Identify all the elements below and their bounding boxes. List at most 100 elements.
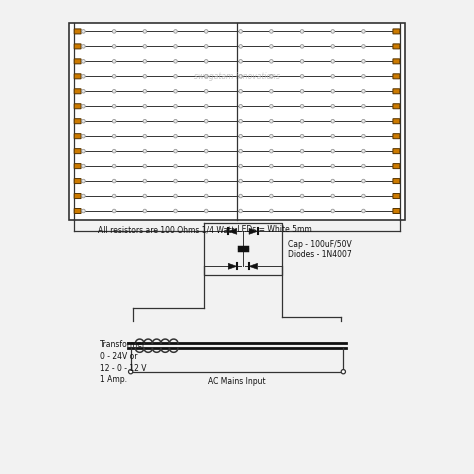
Circle shape	[300, 194, 304, 198]
Circle shape	[300, 104, 304, 108]
FancyBboxPatch shape	[74, 59, 81, 64]
Circle shape	[270, 90, 272, 91]
Circle shape	[331, 60, 335, 63]
Circle shape	[112, 135, 116, 138]
Circle shape	[363, 210, 364, 211]
Circle shape	[143, 90, 146, 93]
Circle shape	[362, 104, 365, 108]
Circle shape	[363, 150, 364, 151]
Circle shape	[239, 74, 243, 78]
Circle shape	[204, 74, 208, 78]
Circle shape	[300, 164, 304, 168]
Circle shape	[240, 105, 241, 107]
Circle shape	[204, 179, 208, 183]
Circle shape	[332, 90, 333, 91]
Circle shape	[205, 75, 207, 77]
Circle shape	[82, 164, 85, 168]
Circle shape	[331, 149, 335, 153]
Circle shape	[300, 29, 304, 33]
Circle shape	[239, 29, 243, 33]
Circle shape	[204, 119, 208, 123]
Circle shape	[143, 179, 146, 183]
Circle shape	[300, 179, 304, 183]
Circle shape	[300, 90, 304, 93]
Circle shape	[270, 104, 273, 108]
Circle shape	[112, 90, 116, 93]
Circle shape	[363, 30, 364, 32]
Circle shape	[331, 135, 335, 138]
Circle shape	[204, 149, 208, 153]
Circle shape	[82, 210, 84, 211]
Circle shape	[144, 120, 145, 121]
Circle shape	[205, 30, 207, 32]
Circle shape	[239, 194, 243, 198]
Circle shape	[82, 105, 84, 107]
Circle shape	[300, 45, 304, 48]
Circle shape	[82, 135, 84, 137]
Circle shape	[332, 180, 333, 182]
Circle shape	[143, 74, 146, 78]
Circle shape	[362, 29, 365, 33]
Circle shape	[204, 209, 208, 213]
Circle shape	[112, 60, 116, 63]
Circle shape	[205, 135, 207, 137]
Text: swagatam innovations: swagatam innovations	[194, 72, 280, 81]
Circle shape	[113, 150, 114, 151]
Circle shape	[270, 30, 272, 32]
Circle shape	[143, 209, 146, 213]
FancyBboxPatch shape	[393, 104, 400, 109]
Circle shape	[301, 120, 302, 121]
Circle shape	[300, 149, 304, 153]
FancyBboxPatch shape	[393, 179, 400, 183]
Circle shape	[174, 74, 177, 78]
Text: Transformer
0 - 24V or
12 - 0 - 12 V
1 Amp.: Transformer 0 - 24V or 12 - 0 - 12 V 1 A…	[100, 340, 146, 384]
Polygon shape	[249, 264, 257, 269]
Polygon shape	[228, 264, 237, 269]
Circle shape	[240, 75, 241, 77]
Circle shape	[270, 119, 273, 123]
Circle shape	[362, 209, 365, 213]
Circle shape	[205, 165, 207, 166]
Circle shape	[143, 194, 146, 198]
Circle shape	[174, 209, 177, 213]
Circle shape	[82, 74, 85, 78]
FancyBboxPatch shape	[74, 164, 81, 169]
Circle shape	[144, 60, 145, 62]
Circle shape	[143, 104, 146, 108]
Circle shape	[205, 150, 207, 151]
Circle shape	[301, 210, 302, 211]
Circle shape	[300, 209, 304, 213]
Circle shape	[204, 60, 208, 63]
Circle shape	[331, 45, 335, 48]
Circle shape	[270, 105, 272, 107]
Circle shape	[112, 164, 116, 168]
Circle shape	[270, 75, 272, 77]
Circle shape	[205, 90, 207, 91]
FancyBboxPatch shape	[74, 29, 81, 34]
Circle shape	[300, 60, 304, 63]
Circle shape	[362, 164, 365, 168]
Circle shape	[205, 210, 207, 211]
Polygon shape	[228, 228, 237, 234]
Circle shape	[82, 60, 84, 62]
Circle shape	[112, 104, 116, 108]
Circle shape	[144, 135, 145, 137]
Circle shape	[363, 135, 364, 137]
Circle shape	[270, 210, 272, 211]
FancyBboxPatch shape	[393, 149, 400, 154]
Circle shape	[331, 90, 335, 93]
Text: Diodes - 1N4007: Diodes - 1N4007	[288, 250, 351, 259]
Circle shape	[113, 120, 114, 121]
Circle shape	[270, 120, 272, 121]
Circle shape	[332, 120, 333, 121]
Circle shape	[174, 179, 177, 183]
FancyBboxPatch shape	[74, 74, 81, 79]
Circle shape	[112, 119, 116, 123]
Circle shape	[270, 180, 272, 182]
Circle shape	[144, 105, 145, 107]
Circle shape	[82, 194, 85, 198]
Circle shape	[331, 179, 335, 183]
Circle shape	[239, 90, 243, 93]
Circle shape	[112, 179, 116, 183]
Circle shape	[301, 165, 302, 166]
